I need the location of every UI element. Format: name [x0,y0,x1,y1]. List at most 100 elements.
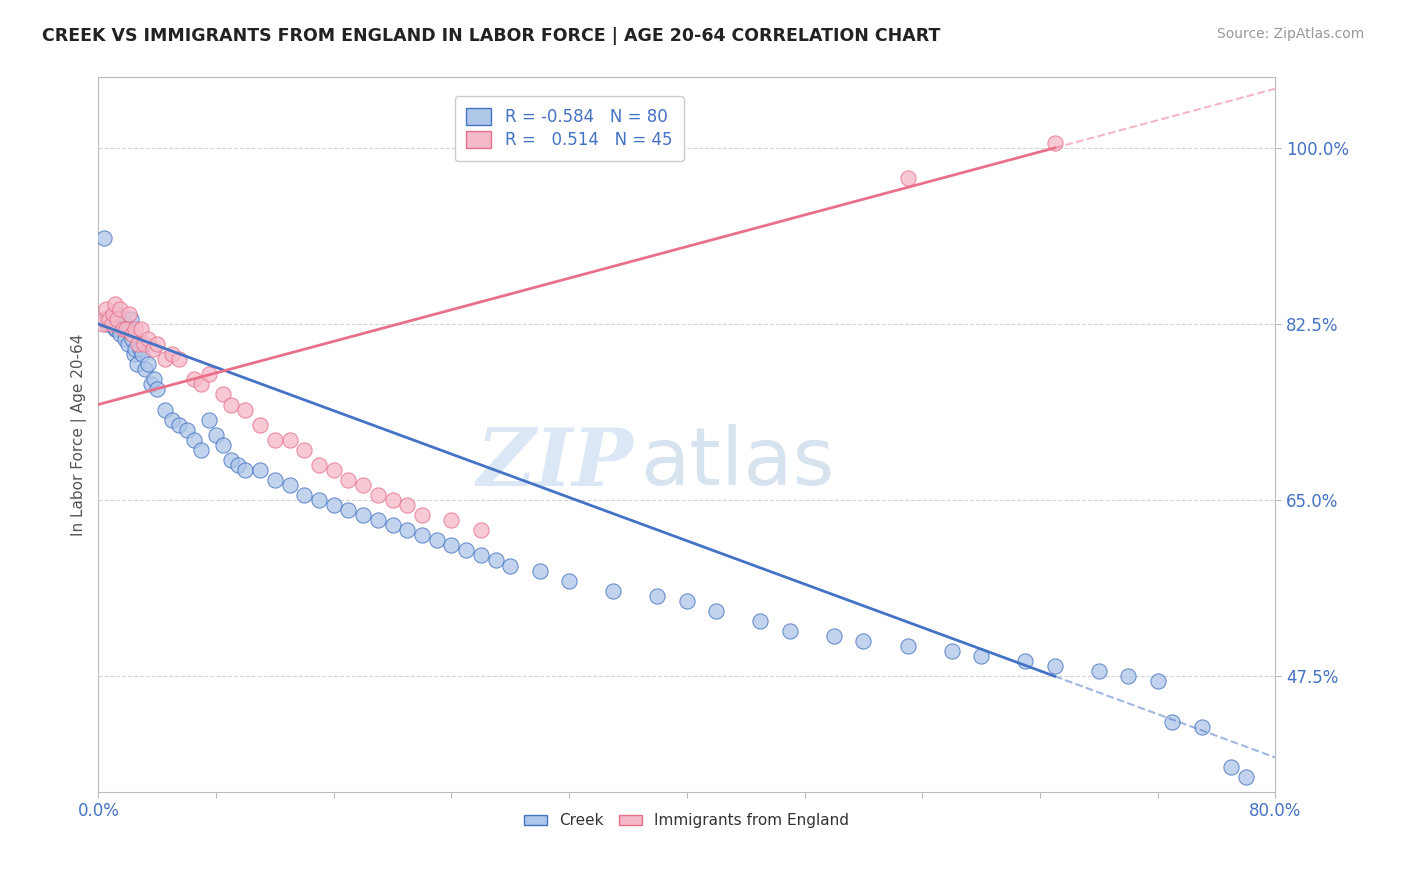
Point [235,463,257,477]
Point [352,478,374,492]
Point [396,524,419,538]
Point [470,524,492,538]
Point [1191,720,1213,734]
Point [1234,770,1257,784]
Point [647,589,669,603]
Point [127,337,149,351]
Point [128,342,150,356]
Point [440,513,463,527]
Point [101,307,124,321]
Point [176,423,198,437]
Point [219,453,242,467]
Point [337,473,360,487]
Point [115,322,138,336]
Point [103,297,125,311]
Point [169,417,191,432]
Point [93,231,115,245]
Point [249,417,271,432]
Point [470,549,492,563]
Point [120,312,142,326]
Point [111,317,134,331]
Point [197,412,219,426]
Point [91,317,114,331]
Point [1014,654,1036,668]
Point [107,307,129,321]
Point [1116,669,1139,683]
Point [143,372,166,386]
Point [941,644,963,658]
Point [125,357,148,371]
Text: CREEK VS IMMIGRANTS FROM ENGLAND IN LABOR FORCE | AGE 20-64 CORRELATION CHART: CREEK VS IMMIGRANTS FROM ENGLAND IN LABO… [42,27,941,45]
Point [219,397,242,411]
Point [484,553,506,567]
Point [94,312,117,326]
Point [367,488,389,502]
Point [396,498,419,512]
Point [205,427,228,442]
Point [212,387,235,401]
Point [322,463,344,477]
Point [114,332,136,346]
Point [367,513,389,527]
Point [124,322,146,336]
Point [411,528,433,542]
Point [110,301,132,316]
Point [142,342,165,356]
Text: ZIP: ZIP [477,425,634,502]
Point [499,558,522,573]
Point [190,377,212,392]
Point [101,317,124,331]
Point [970,649,993,664]
Point [100,317,122,331]
Point [264,433,287,447]
Point [292,488,315,502]
Point [676,593,699,607]
Point [112,322,135,336]
Point [292,442,315,457]
Point [103,322,125,336]
Point [308,493,330,508]
Point [96,317,118,331]
Point [212,438,235,452]
Point [118,307,141,321]
Point [704,604,727,618]
Point [558,574,581,588]
Point [122,347,145,361]
Point [115,322,138,336]
Point [138,357,160,371]
Point [107,312,129,326]
Point [337,503,360,517]
Point [112,312,135,326]
Point [105,322,128,336]
Point [197,368,219,382]
Point [456,543,478,558]
Point [146,383,169,397]
Point [131,347,153,361]
Point [108,322,131,336]
Point [153,352,176,367]
Point [183,433,205,447]
Point [1220,760,1243,774]
Point [411,508,433,523]
Point [1146,674,1168,689]
Point [121,327,143,342]
Point [129,322,152,336]
Point [264,473,287,487]
Point [1088,664,1111,678]
Point [183,372,205,386]
Point [1043,136,1066,150]
Point [426,533,449,548]
Point [94,301,117,316]
Point [897,171,920,186]
Point [141,377,163,392]
Point [146,337,169,351]
Point [278,433,301,447]
Point [97,312,120,326]
Text: atlas: atlas [640,425,834,502]
Point [1161,714,1184,729]
Point [381,518,404,533]
Point [134,362,156,376]
Point [352,508,374,523]
Point [190,442,212,457]
Point [124,342,146,356]
